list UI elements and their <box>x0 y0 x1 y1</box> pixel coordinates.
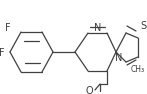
Text: F: F <box>0 48 5 58</box>
Text: N: N <box>115 53 123 63</box>
Text: O: O <box>85 86 93 94</box>
Text: F: F <box>5 23 11 33</box>
Text: S: S <box>140 21 146 31</box>
Text: N: N <box>94 23 102 33</box>
Text: CH₃: CH₃ <box>131 66 145 75</box>
